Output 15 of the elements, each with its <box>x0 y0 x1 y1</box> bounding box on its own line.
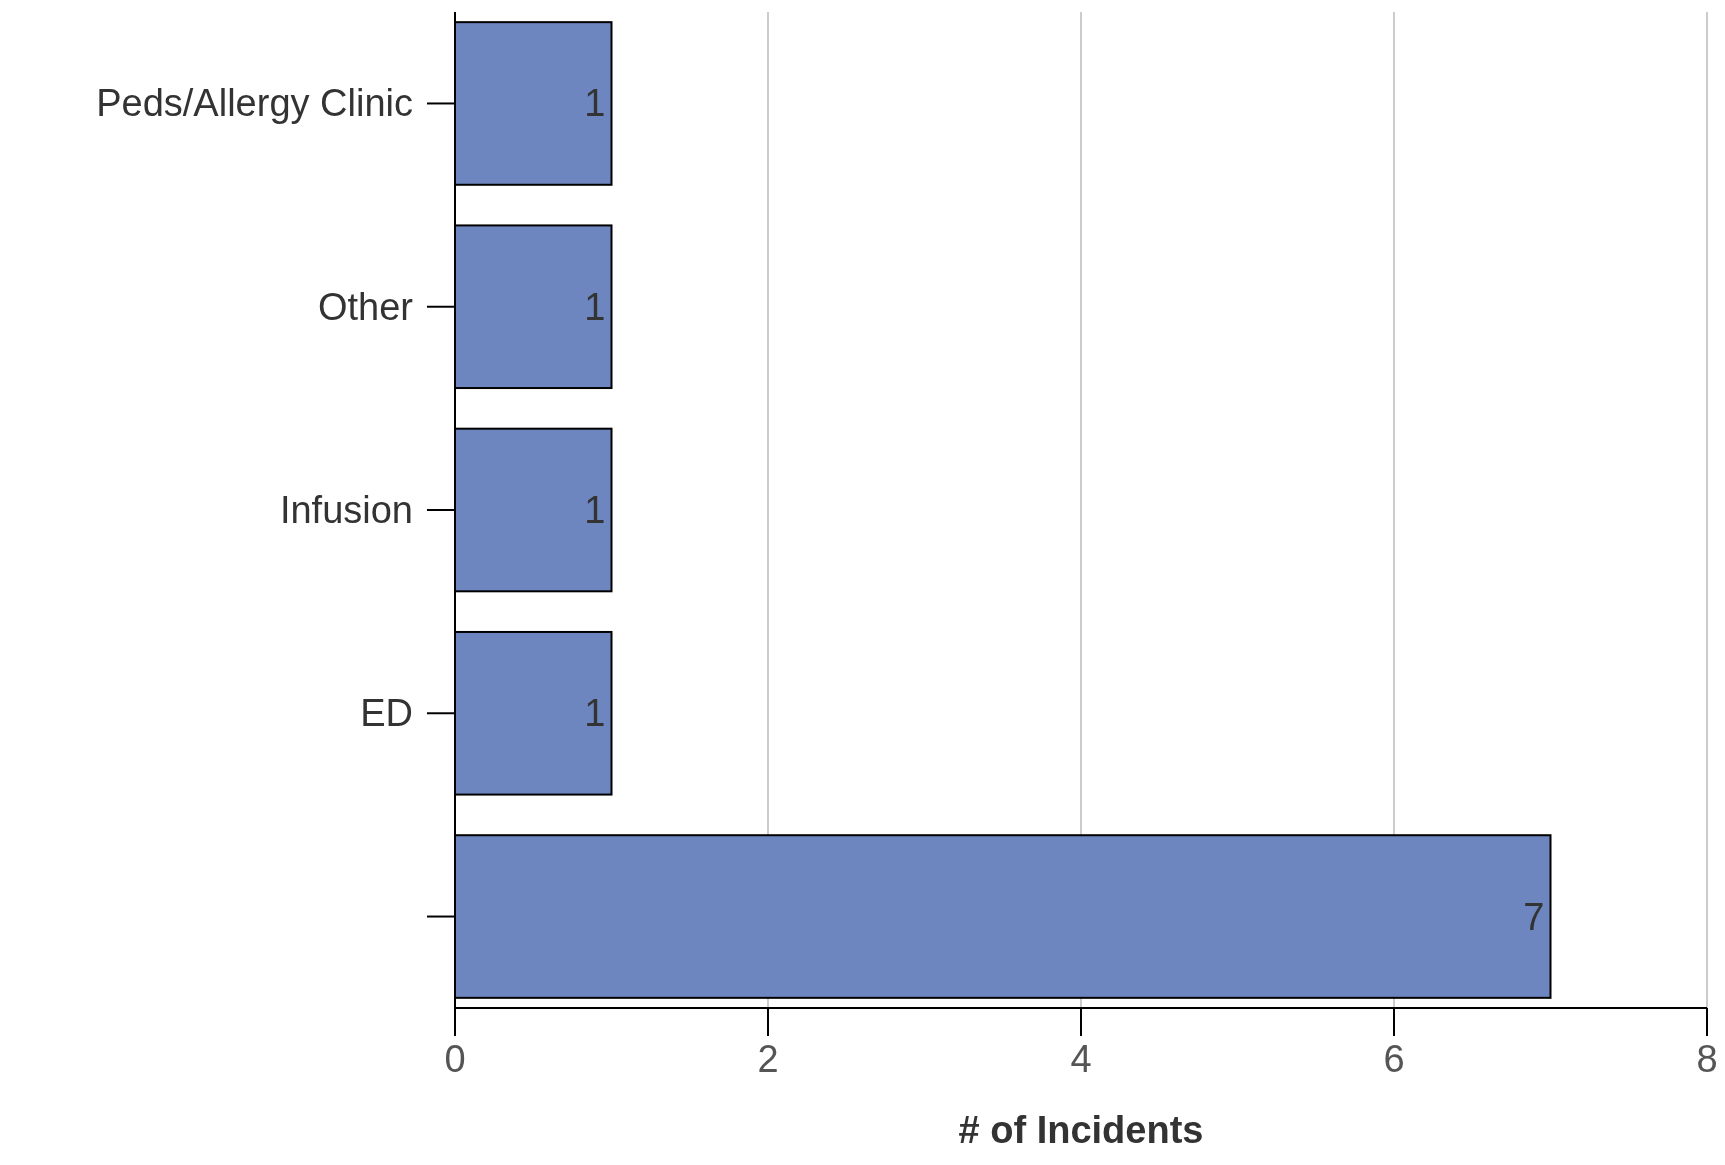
x-tick-label: 2 <box>757 1038 779 1080</box>
x-axis-title: # of Incidents <box>958 1109 1204 1151</box>
y-tick-label: Other <box>317 285 414 328</box>
data-label: 1 <box>584 285 606 328</box>
x-tick-label: 4 <box>1070 1038 1092 1080</box>
x-tick-label: 6 <box>1383 1038 1405 1080</box>
y-tick-label: ED <box>360 692 413 735</box>
x-tick-label: 8 <box>1696 1038 1718 1080</box>
y-tick-label: Peds/Allergy Clinic <box>96 82 413 125</box>
data-label: 1 <box>584 692 606 735</box>
data-label: 1 <box>584 82 606 125</box>
data-label: 7 <box>1523 895 1545 938</box>
y-tick-label: Infusion <box>279 489 413 531</box>
data-label: 1 <box>584 489 606 531</box>
x-tick-label: 0 <box>444 1038 466 1080</box>
